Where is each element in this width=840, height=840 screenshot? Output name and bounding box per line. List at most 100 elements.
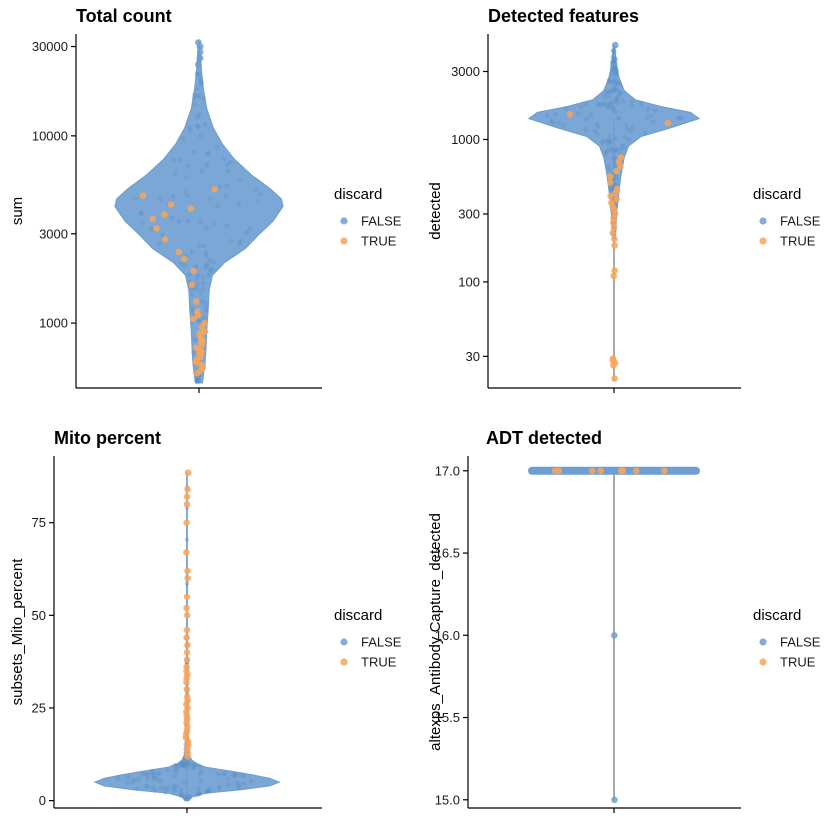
cell-point-false <box>207 269 213 275</box>
cell-point-false <box>216 771 221 777</box>
cell-point-false <box>186 124 192 130</box>
cell-point-true <box>183 686 191 693</box>
cell-point-false <box>200 286 206 291</box>
cell-point-false <box>642 130 647 136</box>
y-tick-label: 100 <box>458 274 480 289</box>
cell-point-false <box>607 139 613 145</box>
cell-point-false <box>243 230 249 236</box>
cell-point-false <box>203 303 209 309</box>
cell-point-false <box>132 196 138 201</box>
cell-point-false <box>205 273 211 279</box>
cell-point-false <box>196 112 202 117</box>
cell-point-false <box>196 318 202 323</box>
cell-point-false <box>158 197 164 203</box>
cell-point-false <box>650 119 656 125</box>
cell-point-false <box>679 115 685 121</box>
cell-point-false <box>575 111 581 117</box>
cell-point-true <box>184 469 192 477</box>
legend: discard FALSE TRUE <box>334 186 402 249</box>
cell-point-false <box>196 318 202 324</box>
cell-point-false <box>236 240 242 246</box>
cell-point-true <box>183 656 191 664</box>
cell-point-false <box>182 760 187 766</box>
legend-label-true: TRUE <box>780 234 816 249</box>
cell-point-false <box>616 116 622 121</box>
cell-point-false <box>619 146 624 152</box>
cell-point-false <box>609 88 615 94</box>
cell-point-true <box>188 281 196 289</box>
cell-point-false <box>619 143 625 149</box>
legend-key-true <box>340 658 348 666</box>
cell-point-false <box>221 772 226 778</box>
cell-point-false <box>178 763 184 768</box>
cell-point-false <box>676 115 682 121</box>
cell-point-false <box>195 115 200 120</box>
cell-point-true <box>167 201 175 208</box>
cell-point-true <box>187 205 195 212</box>
cell-point-false <box>608 102 614 108</box>
cell-point-true <box>184 486 191 493</box>
cell-point-true <box>183 549 190 556</box>
cell-point-false <box>200 281 206 286</box>
legend-key-false <box>340 638 348 646</box>
cell-point-false <box>191 349 197 355</box>
cell-point-true <box>611 267 618 274</box>
cell-point-false <box>198 298 204 304</box>
panel-title: Detected features <box>488 6 639 26</box>
cell-point-true <box>607 179 614 186</box>
cell-point-false <box>606 94 612 99</box>
legend-key-false <box>340 217 348 225</box>
cell-point-false <box>151 775 157 781</box>
cell-point-true <box>192 344 200 351</box>
cell-point-false <box>600 102 605 107</box>
cell-point-false <box>182 763 188 768</box>
panel-title: ADT detected <box>486 428 602 448</box>
legend: discard FALSE TRUE <box>753 186 821 249</box>
cell-point-false <box>607 89 612 95</box>
cell-point-false <box>253 187 259 192</box>
cell-point-false <box>630 103 635 109</box>
cell-point-true <box>611 375 618 382</box>
cell-point-false <box>194 70 200 76</box>
cell-point-false <box>613 147 619 152</box>
cell-point-false <box>197 76 203 82</box>
cell-point-false <box>182 758 188 763</box>
cell-point-false <box>563 106 569 112</box>
cell-point-false <box>140 771 145 777</box>
y-tick-label: 1000 <box>39 316 68 331</box>
cell-point-false <box>195 273 201 278</box>
y-tick-label: 15.0 <box>435 792 460 807</box>
cell-point-true <box>184 693 191 701</box>
legend-key-true <box>340 237 348 245</box>
cell-point-false <box>192 761 197 767</box>
cell-point-true <box>161 211 168 218</box>
cell-point-false <box>193 378 199 383</box>
cell-point-false <box>192 102 198 108</box>
cell-point-false <box>223 193 229 199</box>
cell-point-false <box>180 136 186 141</box>
cell-point-false <box>165 786 171 791</box>
cell-point-false <box>606 77 612 83</box>
cell-point-true <box>197 361 205 368</box>
cell-point-false <box>204 789 210 795</box>
cell-point-false <box>614 79 620 84</box>
cell-point-false <box>180 762 186 768</box>
cell-point-false <box>124 780 130 786</box>
y-tick-label: 30 <box>466 349 480 364</box>
cell-point-false <box>613 69 619 75</box>
cell-point-false <box>151 776 156 782</box>
cell-point-false <box>173 783 179 789</box>
cell-point-false <box>183 796 189 802</box>
cell-point-true <box>613 185 621 193</box>
cell-point-false <box>201 96 206 101</box>
cell-point-false <box>196 786 202 792</box>
cell-point-false <box>192 92 197 98</box>
cell-point-true <box>609 355 617 362</box>
cell-point-false <box>610 48 616 54</box>
legend: discard FALSE TRUE <box>753 607 821 670</box>
cell-point-false <box>629 125 635 130</box>
y-tick-label: 0 <box>39 793 46 808</box>
cell-point-false <box>611 99 617 105</box>
cell-point-false <box>203 250 209 256</box>
cell-point-false <box>210 267 216 273</box>
